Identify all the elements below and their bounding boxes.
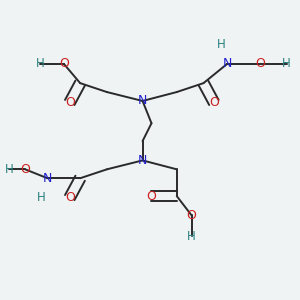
Text: O: O xyxy=(146,190,156,202)
Text: O: O xyxy=(59,57,69,70)
Text: O: O xyxy=(65,96,75,109)
Text: H: H xyxy=(217,38,226,51)
Text: N: N xyxy=(223,57,232,70)
Text: H: H xyxy=(187,230,196,243)
Text: N: N xyxy=(138,154,147,167)
Text: O: O xyxy=(65,191,75,204)
Text: H: H xyxy=(4,163,13,176)
Text: H: H xyxy=(37,191,46,204)
Text: O: O xyxy=(187,209,196,222)
Text: N: N xyxy=(138,94,147,107)
Text: O: O xyxy=(20,163,30,176)
Text: H: H xyxy=(282,57,291,70)
Text: O: O xyxy=(209,96,219,109)
Text: N: N xyxy=(43,172,52,185)
Text: O: O xyxy=(255,57,265,70)
Text: H: H xyxy=(36,57,44,70)
